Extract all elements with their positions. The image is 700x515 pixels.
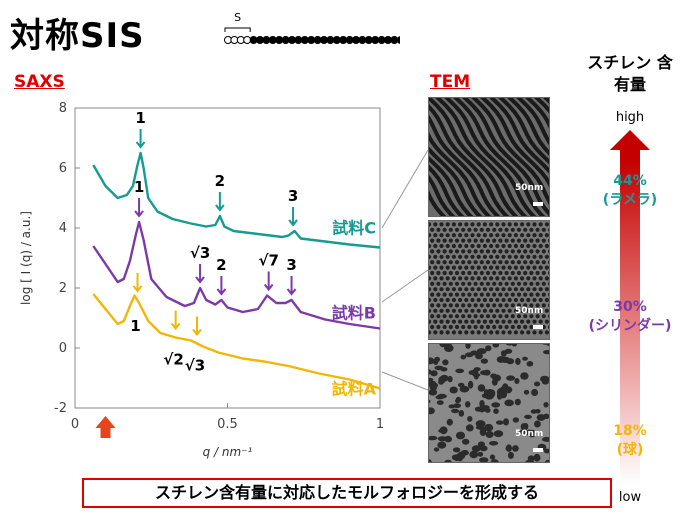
peak-arrow-icon (132, 273, 143, 293)
y-axis-label: log [ I (q) / a.u.] (19, 211, 33, 305)
styrene-gradient-bar (610, 130, 650, 485)
x-tick-label: 0 (71, 417, 79, 432)
polymer-chain-schematic: SS (224, 11, 400, 44)
series-label: 試料A (332, 380, 377, 399)
y-tick-label: 6 (59, 161, 67, 176)
saxs-chart: -2 0 2 4 6 8 0 0.5 1 q / nm⁻¹ log [ I (q) / a.u.] 試… (19, 101, 384, 459)
peak-arrow-icon (170, 310, 181, 331)
styrene-content-title: スチレン 含有量 (587, 53, 673, 94)
sample-a-percent: 18% (球) (613, 423, 647, 458)
plot-frame (74, 107, 381, 409)
peak-label: √3 (185, 357, 205, 375)
series-line (92, 220, 381, 330)
up-arrow-icon (610, 130, 650, 160)
connector-lines (381, 149, 429, 391)
series-label: 試料B (332, 304, 376, 323)
peak-arrow-icon (288, 207, 298, 227)
sample-c-percent: 44% (ラメラ) (602, 173, 658, 208)
peak-arrow-icon (135, 129, 146, 149)
peak-label: 1 (134, 178, 144, 196)
peak-label: 3 (286, 256, 296, 274)
y-tick-label: 8 (59, 101, 67, 116)
tem-image-lamellae (428, 97, 550, 217)
scale-high-label: high (615, 110, 645, 125)
x-tick-label: 1 (376, 417, 384, 432)
scale-low-label: low (618, 490, 642, 505)
peak-arrow-icon (216, 276, 227, 296)
tem-image-spheres (428, 343, 550, 463)
peak-arrow-icon (215, 192, 225, 212)
peak-arrow-icon (195, 264, 205, 284)
y-tick-label: 2 (59, 281, 67, 296)
tem-label: TEM (430, 72, 471, 92)
tem-scale-label-3: 50nm (515, 429, 544, 439)
page-title: 対称SIS (10, 16, 145, 56)
peak-arrow-icon (192, 316, 202, 337)
tem-scale-label-2: 50nm (515, 306, 544, 316)
peak-label: √7 (258, 252, 278, 270)
y-tick-label: 0 (59, 341, 67, 356)
series-line (92, 293, 381, 390)
tem-image-cylinders (428, 220, 550, 340)
series-line (92, 151, 381, 249)
peak-label: 1 (135, 109, 145, 127)
peak-label: 3 (288, 187, 298, 205)
peak-arrow-icon (263, 271, 274, 292)
footer-conclusion: スチレン含有量に対応したモルフォロジーを形成する (82, 478, 612, 508)
peak-label: 2 (216, 256, 226, 274)
x-tick-label: 0.5 (217, 417, 238, 432)
peak-label: 2 (215, 172, 225, 190)
peak-arrow-icon (134, 198, 144, 218)
peak-label: √3 (190, 244, 210, 262)
sample-b-percent: 30% (シリンダー) (588, 299, 672, 334)
end-label-left: S (234, 11, 241, 24)
series-label: 試料C (332, 219, 376, 238)
saxs-label: SAXS (14, 72, 65, 92)
peak-arrow-icon (286, 276, 297, 296)
x-axis-label: q / nm⁻¹ (203, 445, 253, 459)
tem-scale-label-1: 50nm (515, 183, 544, 193)
y-tick-label: -2 (54, 401, 67, 416)
peak-label: √2 (163, 351, 183, 369)
beam-stop-arrow-icon (95, 416, 116, 438)
isoprene-bead (396, 36, 400, 44)
peak-label: 1 (130, 317, 140, 335)
y-tick-label: 4 (59, 221, 67, 236)
